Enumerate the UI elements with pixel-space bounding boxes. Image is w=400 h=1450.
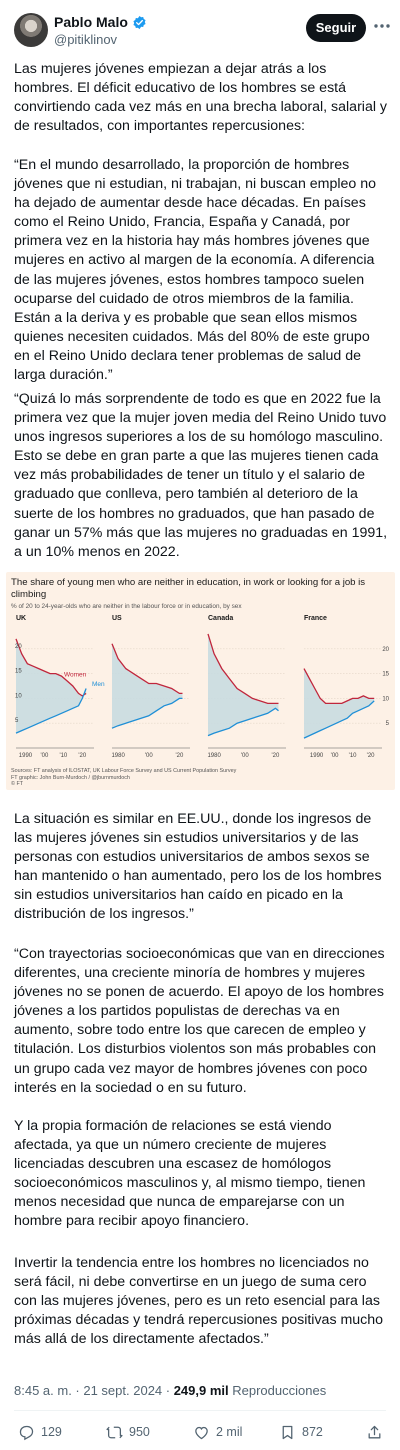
series-line-men <box>15 688 87 734</box>
avatar[interactable] <box>14 13 48 47</box>
like-count: 2 mil <box>216 1425 243 1439</box>
author-display-name[interactable]: Pablo Malo <box>54 14 128 30</box>
more-options-icon[interactable] <box>372 16 392 36</box>
tweet-paragraph: “En el mundo desarrollado, la proporción… <box>14 157 377 384</box>
y-tick-label: 10 <box>382 696 389 702</box>
repost-button[interactable]: 950 <box>106 1418 150 1446</box>
share-button[interactable] <box>366 1418 383 1446</box>
series-line-men <box>207 707 279 737</box>
series-line-women <box>303 668 375 705</box>
chart-gap-area <box>208 633 279 736</box>
x-tick-label: '20 <box>78 753 86 759</box>
x-tick-label: 1990 <box>310 753 324 759</box>
divider <box>14 1410 386 1411</box>
chart-copyright: © FT <box>11 781 24 788</box>
tweet-paragraph: “Quizá lo más sorprendente de todo es qu… <box>14 391 388 560</box>
bookmark-button[interactable]: 872 <box>279 1418 323 1446</box>
repost-icon <box>106 1426 123 1438</box>
chart-source-line: Sources: FT analysis of ILOSTAT, UK Labo… <box>11 768 237 774</box>
reply-count: 129 <box>41 1425 62 1439</box>
x-tick-label: '20 <box>175 753 183 759</box>
x-tick-label: '20 <box>367 753 375 759</box>
chart-gap-area <box>16 638 87 734</box>
series-line-women <box>207 633 279 705</box>
tweet-paragraph: Y la propia formación de relaciones se e… <box>14 1118 366 1230</box>
chart-title: The share of young men who are neither i… <box>11 577 366 600</box>
views-label: Reproducciones <box>228 1383 327 1398</box>
series-line-women <box>111 643 183 695</box>
verified-badge-icon <box>133 15 146 29</box>
chart-gap-area <box>112 643 183 729</box>
x-tick-label: '20 <box>271 753 279 759</box>
series-line-women <box>15 638 87 697</box>
follow-button[interactable]: Seguir <box>306 14 366 42</box>
panel-label: US <box>112 615 122 622</box>
x-tick-label: '00 <box>241 753 249 759</box>
tweet-meta: 8:45 a. m. · 21 sept. 2024 · 249,9 mil R… <box>14 1383 326 1398</box>
y-tick-label: 5 <box>386 721 390 727</box>
chart-credit-line: FT graphic: John Burn-Murdoch / @jburnmu… <box>11 774 130 781</box>
repost-count: 950 <box>129 1425 150 1439</box>
panel-label: UK <box>16 615 26 622</box>
action-bar: 129 950 2 mil 872 <box>0 1418 400 1446</box>
legend-women: Women <box>64 672 87 679</box>
share-icon <box>368 1425 381 1438</box>
x-tick-label: '00 <box>41 753 49 759</box>
x-tick-label: '10 <box>59 753 67 759</box>
views-count: 249,9 mil <box>173 1383 229 1398</box>
x-tick-label: 1980 <box>111 753 125 759</box>
like-button[interactable]: 2 mil <box>193 1418 242 1446</box>
chart-source: Sources: FT analysis of ILOSTAT, UK Labo… <box>11 768 311 788</box>
y-tick-label: 10 <box>15 693 22 699</box>
x-tick-label: '00 <box>331 753 339 759</box>
y-tick-label: 20 <box>15 644 22 650</box>
author-name-row: Pablo Malo <box>54 14 147 30</box>
y-tick-label: 20 <box>382 647 389 653</box>
tweet-paragraph: Invertir la tendencia entre los hombres … <box>14 1255 384 1348</box>
y-tick-label: 15 <box>382 672 389 678</box>
bookmark-icon <box>282 1425 293 1439</box>
series-line-men <box>303 700 375 739</box>
author-handle[interactable]: @pitiklinov <box>54 32 118 47</box>
x-tick-label: 1980 <box>207 753 221 759</box>
tweet-paragraph: “Con trayectorias socioeconómicas que va… <box>14 946 385 1096</box>
tweet-timestamp[interactable]: 8:45 a. m. · 21 sept. 2024 · <box>14 1383 174 1398</box>
reply-button[interactable]: 129 <box>18 1418 62 1446</box>
tweet-paragraph: La situación es similar en EE.UU., donde… <box>14 811 382 923</box>
tweet-header: Pablo Malo @pitiklinov Seguir <box>0 0 400 56</box>
attached-chart-image[interactable]: The share of young men who are neither i… <box>6 572 395 790</box>
legend-men: Men <box>92 681 105 688</box>
tweet-paragraph: Las mujeres jóvenes empiezan a dejar atr… <box>14 61 388 135</box>
y-tick-label: 15 <box>15 669 22 675</box>
chart-subtitle: % of 20 to 24-year-olds who are neither … <box>11 603 242 610</box>
x-tick-label: 1990 <box>19 753 33 759</box>
x-tick-label: '10 <box>349 753 357 759</box>
panel-label: Canada <box>208 615 233 622</box>
heart-icon <box>195 1426 208 1439</box>
bookmark-count: 872 <box>302 1425 323 1439</box>
x-tick-label: '00 <box>145 753 153 759</box>
reply-icon <box>19 1425 34 1440</box>
panel-label: France <box>304 615 327 622</box>
chart-panels: UK 1990 '00 '10 '20 US 1980 '00 '20 Canada 1980 '00… <box>15 615 390 759</box>
series-line-men <box>111 697 183 729</box>
y-tick-label: 5 <box>15 718 19 724</box>
